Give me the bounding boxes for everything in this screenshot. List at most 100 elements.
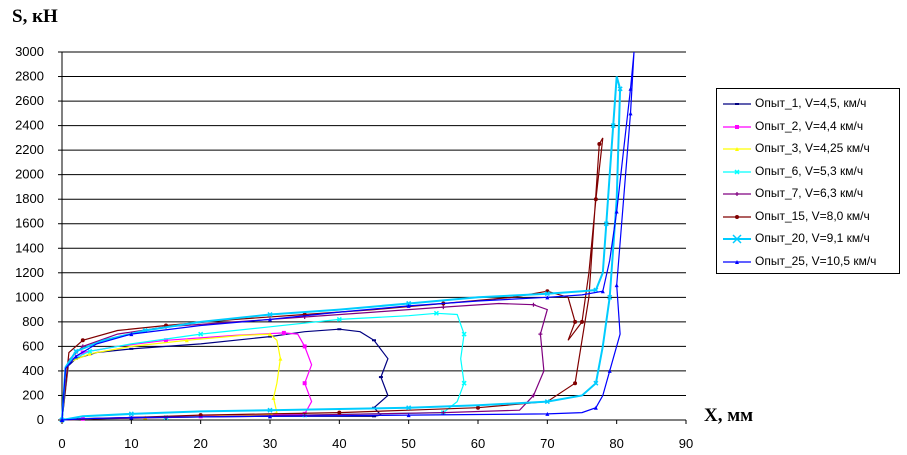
series-marker — [607, 294, 613, 300]
series-marker — [267, 311, 273, 318]
x-tick-label: 0 — [58, 436, 65, 451]
y-tick-label: 400 — [22, 363, 44, 378]
series-marker — [271, 395, 276, 400]
y-tick-label: 2200 — [15, 142, 44, 157]
x-axis-title: X, мм — [704, 405, 754, 426]
series-line — [61, 302, 549, 421]
x-tick-labels: 0 10 20 30 40 50 60 70 80 90 — [58, 436, 693, 451]
series-marker — [593, 287, 599, 293]
series-marker — [580, 319, 584, 324]
legend-swatch — [723, 214, 751, 219]
series-marker — [268, 317, 272, 322]
series-marker — [593, 380, 599, 386]
series-marker — [267, 407, 273, 413]
series-marker — [614, 209, 619, 214]
legend-item: Опыт_1, V=4,5, км/ч — [717, 93, 899, 115]
y-tick-labels: 0 200 400 600 800 1000 1200 1400 1600 1800 2000 220… — [15, 44, 44, 427]
series-marker — [268, 332, 272, 337]
series-marker — [198, 331, 204, 337]
series-marker — [531, 393, 536, 398]
x-tick-label: 40 — [332, 436, 346, 451]
series-marker — [80, 338, 85, 343]
series-marker — [732, 234, 742, 244]
series-marker — [337, 410, 342, 415]
x-tick-label: 60 — [471, 436, 485, 451]
series-marker — [336, 316, 342, 322]
legend-item: Опыт_2, V=4,4 км/ч — [717, 116, 899, 138]
y-tick-label: 1200 — [15, 265, 44, 280]
series-marker — [406, 303, 411, 308]
legend-swatch — [723, 259, 751, 264]
legend-label: Опыт_25, V=10,5 км/ч — [755, 253, 877, 268]
y-tick-label: 200 — [22, 387, 44, 402]
legend-swatch — [723, 168, 751, 175]
series-marker — [184, 338, 189, 343]
y-tick-label: 2400 — [15, 118, 44, 133]
y-tick-label: 800 — [22, 314, 44, 329]
series-marker — [735, 259, 739, 264]
legend-label: Опыт_20, V=9,1 км/ч — [755, 231, 870, 245]
series-marker — [607, 368, 612, 373]
series-marker — [610, 123, 616, 129]
series-line — [61, 312, 465, 421]
legend-swatch — [723, 234, 751, 244]
legend-item: Опыт_7, V=6,3 км/ч — [717, 183, 899, 205]
series-marker — [441, 410, 446, 415]
x-tick-label: 80 — [609, 436, 623, 451]
series-marker — [573, 319, 578, 324]
x-tick-label: 70 — [540, 436, 554, 451]
series-marker — [406, 405, 412, 411]
series-marker — [593, 405, 598, 410]
series-marker — [406, 300, 412, 306]
legend-swatch — [723, 192, 751, 196]
series-marker — [129, 332, 134, 337]
series-marker — [531, 302, 536, 307]
series-marker — [433, 310, 439, 316]
legend-item: Опыт_25, V=10,5 км/ч — [717, 251, 899, 273]
series-marker — [735, 147, 739, 151]
legend-label: Опыт_15, V=8,0 км/ч — [755, 208, 870, 223]
series-marker — [406, 413, 411, 418]
legend-item: Опыт_6, V=5,3 км/ч — [717, 161, 899, 183]
series-line — [61, 137, 604, 421]
legend-item: Опыт_20, V=9,1 км/ч — [717, 228, 899, 250]
series-marker — [597, 142, 602, 146]
series-marker — [73, 348, 79, 354]
series-marker — [302, 381, 307, 386]
y-tick-label: 2000 — [15, 167, 44, 182]
legend-label: Опыт_7, V=6,3 км/ч — [755, 186, 864, 200]
legend-item: Опыт_15, V=8,0 км/ч — [717, 206, 899, 228]
series-lines — [59, 51, 635, 423]
y-tick-label: 1800 — [15, 191, 44, 206]
series-line — [61, 51, 635, 421]
series-marker — [544, 399, 550, 405]
series-marker — [538, 332, 543, 337]
series-marker — [198, 413, 203, 418]
gridlines — [62, 51, 686, 396]
series-marker — [734, 168, 740, 175]
series-marker — [281, 330, 286, 335]
series-marker — [128, 411, 134, 417]
legend-label: Опыт_6, V=5,3 км/ч — [755, 163, 864, 178]
y-tick-label: 1400 — [15, 240, 44, 255]
series-marker — [544, 291, 550, 297]
x-tick-label: 50 — [401, 436, 415, 451]
legend-label: Опыт_2, V=4,4 км/ч — [755, 118, 864, 133]
legend-swatch — [723, 124, 751, 129]
legend-label: Опыт_3, V=4,25 км/ч — [755, 141, 870, 155]
series-marker — [735, 214, 739, 219]
series-marker — [73, 354, 78, 359]
series-marker — [600, 289, 605, 294]
legend: Опыт_1, V=4,5, км/ч Опыт_2, V=4,4 км/ч Опы… — [716, 88, 900, 274]
series-marker — [278, 356, 283, 361]
series-marker — [461, 331, 467, 337]
legend-swatch — [723, 147, 751, 151]
legend-label: Опыт_1, V=4,5, км/ч — [755, 96, 867, 110]
x-tick-label: 20 — [193, 436, 207, 451]
series-marker — [441, 305, 446, 310]
series-marker — [593, 197, 598, 202]
series-marker — [617, 86, 623, 92]
y-tick-label: 1600 — [15, 216, 44, 231]
y-tick-label: 1000 — [15, 289, 44, 304]
